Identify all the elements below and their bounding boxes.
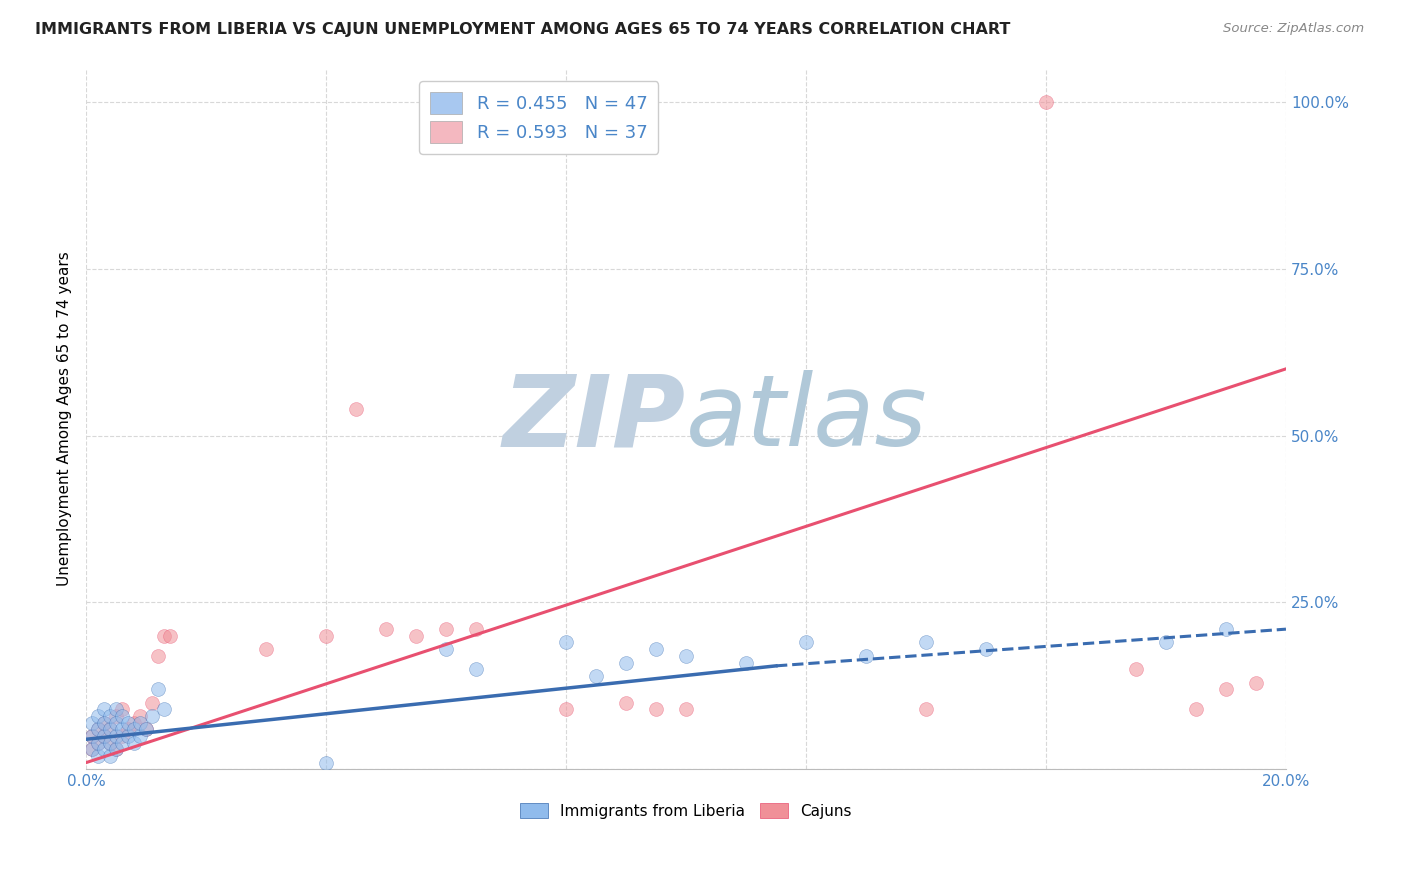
Point	[159, 629, 181, 643]
Point	[141, 696, 163, 710]
Point	[80, 742, 103, 756]
Point	[105, 702, 128, 716]
Point	[105, 729, 128, 743]
Point	[855, 648, 877, 663]
Point	[1154, 635, 1177, 649]
Point	[129, 709, 152, 723]
Point	[794, 635, 817, 649]
Point	[80, 729, 103, 743]
Point	[105, 709, 128, 723]
Point	[93, 729, 115, 743]
Point	[93, 742, 115, 756]
Point	[585, 669, 607, 683]
Point	[645, 642, 668, 657]
Point	[122, 715, 145, 730]
Point	[111, 736, 134, 750]
Point	[80, 729, 103, 743]
Text: ZIP: ZIP	[503, 370, 686, 467]
Point	[93, 729, 115, 743]
Point	[974, 642, 997, 657]
Point	[315, 756, 337, 770]
Point	[117, 729, 139, 743]
Point	[98, 736, 121, 750]
Point	[111, 729, 134, 743]
Point	[645, 702, 668, 716]
Point	[614, 656, 637, 670]
Point	[146, 648, 169, 663]
Point	[98, 723, 121, 737]
Point	[80, 715, 103, 730]
Text: IMMIGRANTS FROM LIBERIA VS CAJUN UNEMPLOYMENT AMONG AGES 65 TO 74 YEARS CORRELAT: IMMIGRANTS FROM LIBERIA VS CAJUN UNEMPLO…	[35, 22, 1011, 37]
Point	[141, 709, 163, 723]
Point	[344, 401, 367, 416]
Point	[153, 629, 176, 643]
Y-axis label: Unemployment Among Ages 65 to 74 years: Unemployment Among Ages 65 to 74 years	[58, 252, 72, 586]
Point	[1244, 675, 1267, 690]
Point	[87, 723, 110, 737]
Point	[434, 642, 457, 657]
Point	[93, 702, 115, 716]
Point	[98, 723, 121, 737]
Text: atlas: atlas	[686, 370, 928, 467]
Point	[1035, 95, 1057, 109]
Point	[915, 702, 938, 716]
Point	[1125, 662, 1147, 676]
Point	[87, 736, 110, 750]
Point	[111, 723, 134, 737]
Point	[80, 742, 103, 756]
Point	[117, 723, 139, 737]
Point	[98, 736, 121, 750]
Point	[434, 622, 457, 636]
Point	[87, 736, 110, 750]
Point	[93, 715, 115, 730]
Point	[111, 702, 134, 716]
Text: Source: ZipAtlas.com: Source: ZipAtlas.com	[1223, 22, 1364, 36]
Point	[98, 709, 121, 723]
Point	[1215, 682, 1237, 697]
Point	[122, 723, 145, 737]
Point	[555, 635, 578, 649]
Point	[105, 742, 128, 756]
Point	[614, 696, 637, 710]
Point	[129, 729, 152, 743]
Point	[915, 635, 938, 649]
Point	[111, 709, 134, 723]
Point	[465, 622, 488, 636]
Point	[675, 702, 697, 716]
Point	[315, 629, 337, 643]
Point	[135, 723, 157, 737]
Legend: Immigrants from Liberia, Cajuns: Immigrants from Liberia, Cajuns	[515, 797, 858, 825]
Point	[254, 642, 277, 657]
Point	[555, 702, 578, 716]
Point	[675, 648, 697, 663]
Point	[153, 702, 176, 716]
Point	[117, 715, 139, 730]
Point	[1185, 702, 1208, 716]
Point	[122, 736, 145, 750]
Point	[87, 709, 110, 723]
Point	[129, 715, 152, 730]
Point	[87, 748, 110, 763]
Point	[93, 715, 115, 730]
Point	[1215, 622, 1237, 636]
Point	[465, 662, 488, 676]
Point	[98, 748, 121, 763]
Point	[735, 656, 758, 670]
Point	[135, 723, 157, 737]
Point	[375, 622, 398, 636]
Point	[87, 723, 110, 737]
Point	[146, 682, 169, 697]
Point	[105, 715, 128, 730]
Point	[105, 742, 128, 756]
Point	[405, 629, 427, 643]
